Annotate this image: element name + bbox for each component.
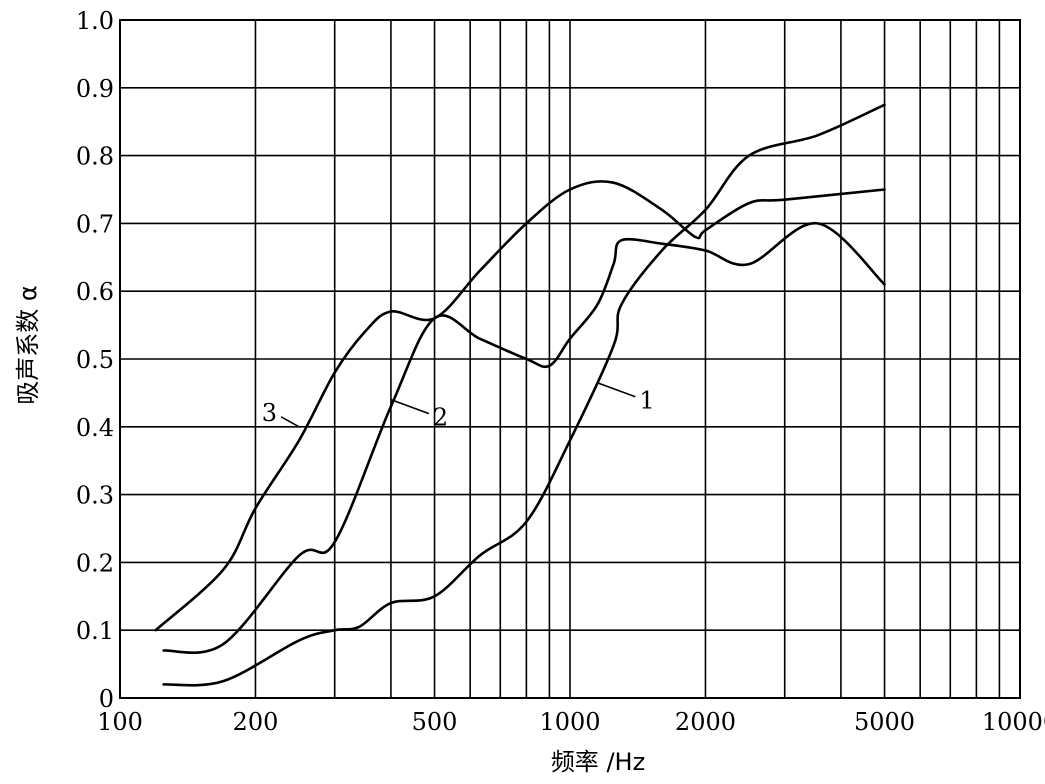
- curve-leader-2: [390, 398, 430, 415]
- y-tick-label: 0.2: [76, 549, 114, 577]
- y-tick-label: 0.3: [76, 482, 114, 510]
- y-axis-label: 吸声系数 α: [14, 285, 42, 404]
- y-tick-label: 0.6: [76, 278, 114, 306]
- curve-label-3: 3: [262, 399, 277, 427]
- curve-leader-3: [280, 416, 300, 428]
- y-tick-label: 0.1: [76, 617, 114, 645]
- x-tick-label: 5000: [854, 708, 915, 736]
- plot-frame: [119, 19, 1021, 699]
- x-axis-label: 频率 /Hz: [551, 748, 645, 776]
- y-tick-label: 1.0: [76, 7, 114, 35]
- grid: [120, 20, 1020, 698]
- x-tick-label: 1000: [539, 708, 600, 736]
- curve-label-2: 2: [433, 404, 448, 432]
- x-tick-label: 200: [233, 708, 279, 736]
- x-tick-label: 2000: [675, 708, 736, 736]
- series-line-2: [162, 222, 886, 655]
- y-tick-label: 0.4: [76, 414, 114, 442]
- y-tick-label: 0.7: [76, 210, 114, 238]
- series-line-1: [162, 103, 886, 687]
- curve-label-1: 1: [639, 387, 654, 415]
- y-tick-label: 0: [99, 685, 114, 713]
- x-tick-label: 500: [412, 708, 458, 736]
- y-tick-label: 0.8: [76, 143, 114, 171]
- series-group: [154, 103, 886, 687]
- x-tick-label: 100: [97, 708, 143, 736]
- curve-leader-1: [597, 381, 636, 398]
- y-tick-label: 0.5: [76, 346, 114, 374]
- y-tick-label: 0.9: [76, 75, 114, 103]
- curve-labels: 1 2 3: [262, 381, 655, 432]
- series-line-3: [154, 180, 886, 632]
